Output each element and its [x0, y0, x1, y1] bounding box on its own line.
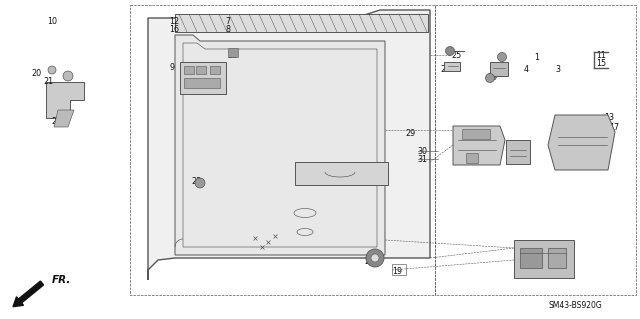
Text: 3: 3: [556, 65, 561, 75]
Text: 9: 9: [170, 63, 175, 72]
Bar: [175, 14, 428, 32]
Text: 21: 21: [43, 78, 53, 86]
Text: 27: 27: [51, 117, 61, 127]
Text: 10: 10: [47, 18, 57, 26]
Bar: [228, 48, 238, 57]
Text: 15: 15: [596, 58, 606, 68]
Text: 19: 19: [392, 268, 402, 277]
Circle shape: [371, 254, 379, 262]
Text: 25: 25: [452, 50, 462, 60]
Text: 23: 23: [191, 177, 201, 187]
Text: 1: 1: [534, 53, 540, 62]
Bar: [548, 248, 566, 268]
Bar: [210, 66, 220, 74]
Text: 14: 14: [509, 144, 519, 152]
Text: 2: 2: [499, 63, 504, 71]
Bar: [462, 129, 490, 139]
Text: 29: 29: [487, 73, 497, 83]
Text: 26: 26: [464, 152, 474, 161]
Polygon shape: [54, 110, 74, 127]
Text: 28: 28: [440, 65, 450, 75]
Circle shape: [445, 47, 454, 56]
Bar: [520, 248, 542, 268]
Bar: [506, 140, 530, 164]
Text: 29: 29: [406, 130, 416, 138]
Bar: [180, 62, 226, 94]
Text: SM43-BS920G: SM43-BS920G: [548, 301, 602, 310]
Circle shape: [486, 73, 495, 83]
Circle shape: [366, 249, 384, 267]
Circle shape: [195, 178, 205, 188]
Text: 24: 24: [364, 256, 374, 265]
Text: 6: 6: [470, 144, 474, 152]
Polygon shape: [295, 162, 388, 185]
Text: FR.: FR.: [52, 275, 72, 285]
Circle shape: [48, 66, 56, 74]
Bar: [514, 240, 574, 278]
Text: 7: 7: [225, 18, 230, 26]
Bar: [184, 66, 194, 74]
Text: 31: 31: [417, 154, 427, 164]
Circle shape: [497, 53, 506, 62]
Bar: [196, 66, 206, 74]
Text: 29: 29: [228, 50, 238, 60]
Polygon shape: [175, 35, 385, 255]
Text: 17: 17: [609, 122, 619, 131]
Polygon shape: [46, 82, 84, 118]
Text: 20: 20: [31, 70, 41, 78]
Text: 16: 16: [169, 25, 179, 33]
Bar: [490, 62, 508, 76]
Text: 22: 22: [489, 68, 499, 77]
Text: 5: 5: [465, 127, 470, 136]
Bar: [466, 153, 478, 163]
Text: 4: 4: [524, 65, 529, 75]
Text: 12: 12: [169, 18, 179, 26]
Polygon shape: [453, 126, 505, 165]
Text: 30: 30: [417, 146, 427, 155]
Text: 13: 13: [604, 114, 614, 122]
Circle shape: [63, 71, 73, 81]
Text: 8: 8: [225, 25, 230, 33]
FancyArrow shape: [13, 281, 44, 307]
Polygon shape: [148, 10, 430, 280]
Text: 18: 18: [509, 152, 519, 160]
Bar: [444, 62, 460, 71]
Bar: [392, 264, 406, 275]
Bar: [184, 78, 220, 88]
Polygon shape: [548, 115, 615, 170]
Text: 11: 11: [596, 51, 606, 61]
